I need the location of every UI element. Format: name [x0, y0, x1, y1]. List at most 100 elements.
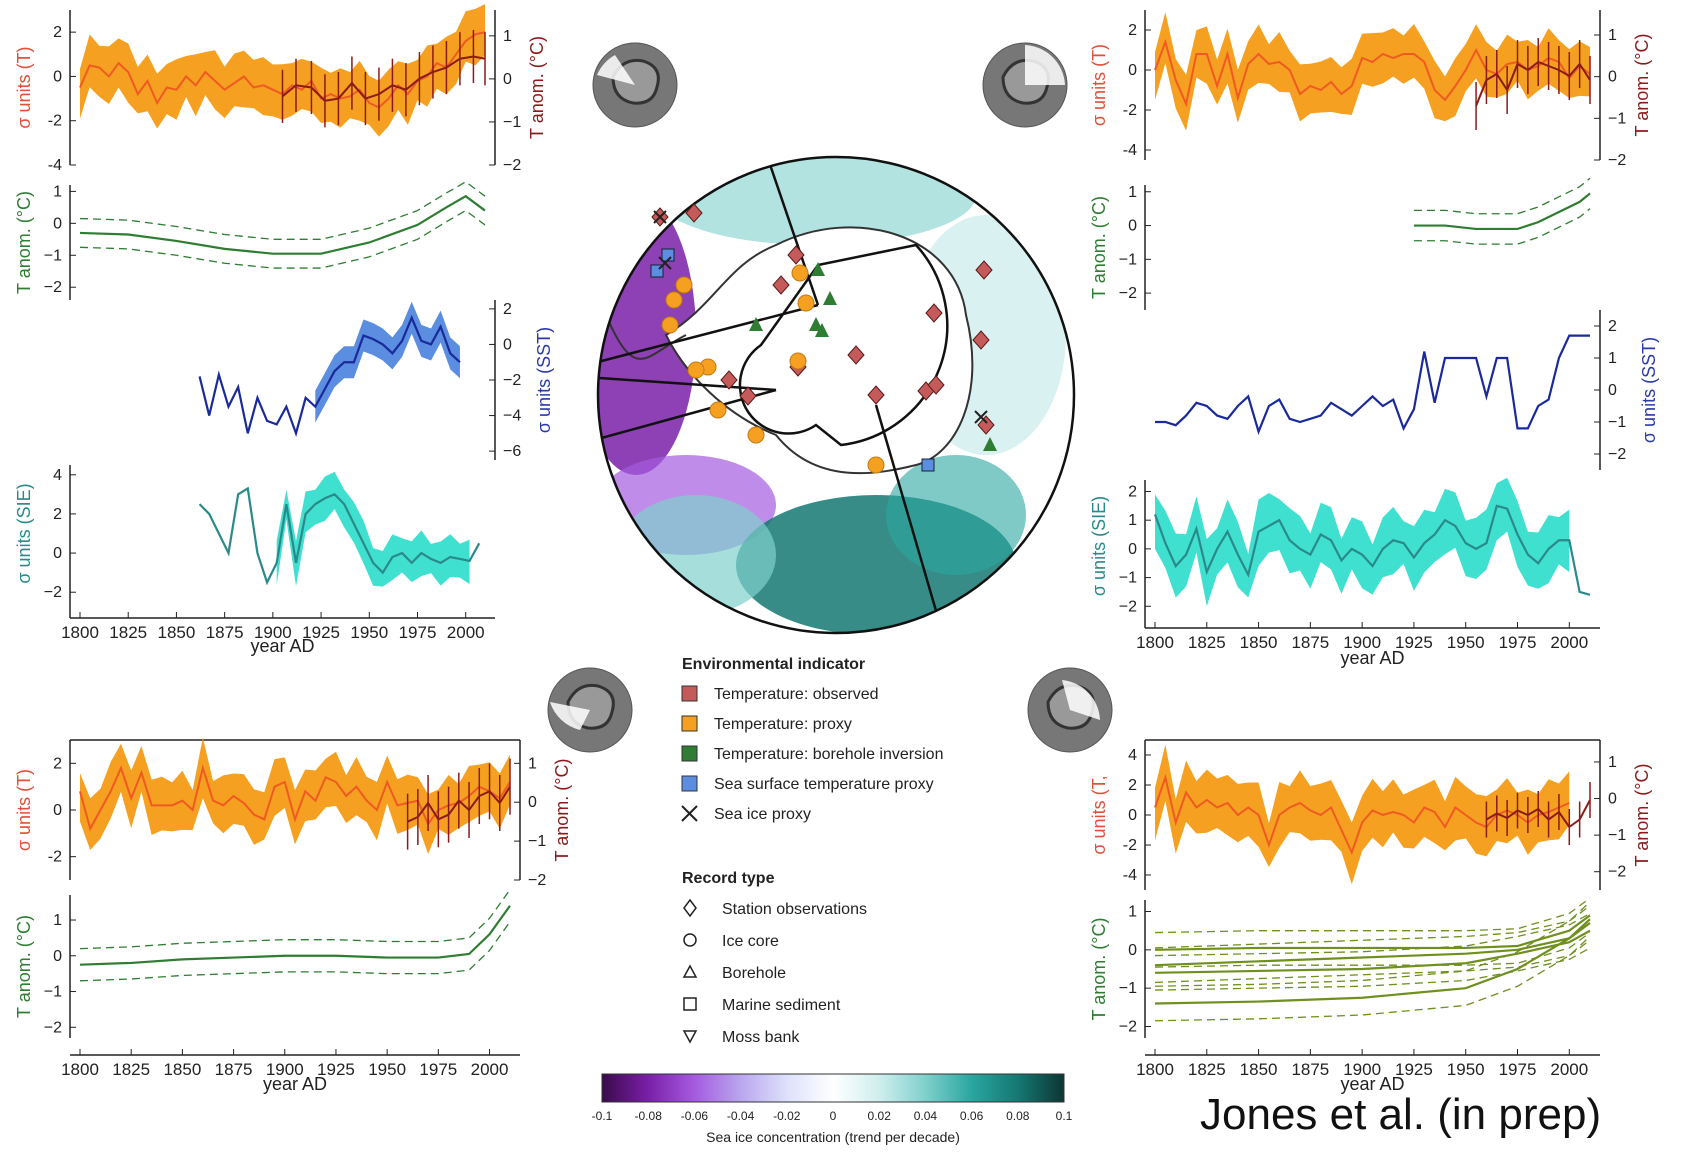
y-tick-label: −1: [1119, 570, 1137, 587]
y-tick-label: 0: [53, 215, 62, 232]
y-tick-label-right: 2: [503, 301, 512, 318]
site-temperature-observed: [772, 275, 790, 295]
x-tick-label: 2000: [447, 623, 485, 642]
x-tick-label: 1925: [317, 1060, 355, 1079]
subplot-temperature: 2 0 -2 -4 1 0 −1 −2 σ units (T) T anom. (°C): [14, 4, 547, 174]
sst-line: [198, 314, 461, 437]
subplot-temperature: 2 0 -2 1 0 −1 −2 σ units (T) T anom. (°C): [14, 737, 572, 889]
panels-layer: 1800 1825 1850 1875 1900 1925 1950 1975 2000year…: [14, 4, 1659, 1094]
colorbar-tick-label: 0: [830, 1109, 837, 1123]
subplot-borehole: 1 0 −1 −2 T anom. (°C): [14, 889, 511, 1038]
locator-globe: [547, 667, 633, 753]
y-tick-label: 1: [53, 912, 62, 929]
subplot-borehole: 1 0 −1 −2 T anom. (°C): [14, 181, 486, 300]
y-tick-label-right: 0: [1608, 791, 1617, 808]
y-tick-label-right: −2: [503, 372, 521, 389]
site-sea-ice-proxy: [974, 410, 988, 424]
borehole-line: [1154, 918, 1591, 1005]
colorbar-tick-label: 0.08: [1006, 1109, 1030, 1123]
legend-record-label: Marine sediment: [722, 997, 841, 1014]
x-tick-label: 1950: [350, 623, 388, 642]
x-tick-label: 1800: [61, 1060, 99, 1079]
borehole-lower-bound: [1154, 932, 1591, 968]
colorbar-tick-label: -0.1: [592, 1109, 613, 1123]
x-axis-label: year AD: [1340, 1074, 1404, 1094]
borehole-upper-bound: [79, 181, 486, 240]
x-tick-label: 1975: [419, 1060, 457, 1079]
y-tick-label: 2: [1128, 777, 1137, 794]
y-tick-label: -4: [48, 157, 62, 174]
y-tick-label: 2: [1128, 22, 1137, 39]
borehole-upper-bound: [79, 889, 511, 950]
borehole-line: [79, 905, 511, 966]
y-axis-label-right: σ units (SST): [534, 327, 554, 433]
site-temperature-proxy: [797, 294, 815, 312]
y-tick-label-right: 0: [1608, 69, 1617, 86]
site-temperature-observed: [847, 345, 865, 365]
globe-sector-highlight: [550, 702, 590, 730]
locator-globe: [1027, 667, 1113, 753]
legend-record-label: Moss bank: [722, 1029, 800, 1046]
y-tick-label: 1: [1128, 512, 1137, 529]
y-tick-label-right: 1: [1608, 754, 1617, 771]
y-tick-label-right: −2: [1608, 152, 1626, 169]
legend-env-label: Temperature: borehole inversion: [714, 746, 943, 763]
legend-circle-symbol: [683, 933, 697, 947]
antarctic-map: [596, 155, 1076, 635]
site-borehole: [823, 291, 837, 305]
y-tick-label-right: −2: [503, 157, 521, 174]
site-borehole: [809, 317, 823, 331]
y-tick-label: 0: [53, 802, 62, 819]
borehole-line: [79, 194, 486, 255]
legend-env-label: Temperature: observed: [714, 686, 879, 703]
proxy-band: [1155, 744, 1570, 885]
x-tick-label: 1900: [1343, 1060, 1381, 1079]
y-tick-label-right: 0: [503, 71, 512, 88]
observed-line: [281, 55, 486, 102]
site-temperature-observed: [685, 203, 703, 223]
legend-diamond-symbol: [683, 898, 697, 918]
y-axis-label-left: σ units (T): [14, 769, 34, 851]
y-tick-label-right: 0: [503, 336, 512, 353]
x-tick-label: 1950: [368, 1060, 406, 1079]
locator-globe: [592, 42, 678, 128]
x-tick-label: 1850: [1240, 633, 1278, 652]
y-tick-label: 1: [1128, 904, 1137, 921]
legend-triangle-down-symbol: [682, 1030, 698, 1044]
borehole-upper-bound: [1413, 177, 1591, 215]
site-temperature-proxy: [675, 276, 693, 294]
y-tick-label-right: −1: [1608, 414, 1626, 431]
y-tick-label: −2: [44, 1019, 62, 1036]
site-temperature-proxy: [789, 352, 807, 370]
site-temperature-observed: [975, 260, 993, 280]
region-boundary: [598, 303, 819, 367]
site-temperature-observed: [925, 303, 943, 323]
y-tick-label: 0: [53, 948, 62, 965]
site-borehole: [749, 317, 763, 331]
x-tick-label: 1825: [1188, 1060, 1226, 1079]
y-axis-label-right: T anom. (°C): [1632, 764, 1652, 867]
y-tick-label: −2: [1119, 1019, 1137, 1036]
y-tick-label: 2: [1128, 483, 1137, 500]
y-axis-label-right: T anom. (°C): [1632, 34, 1652, 137]
y-axis-label-left: σ units (T,: [1089, 775, 1109, 854]
subplot-borehole: 1 0 −1 −2 T anom. (°C): [1089, 177, 1591, 310]
sea-ice-trend-patch: [886, 455, 1026, 575]
y-tick-label-right: −1: [1608, 827, 1626, 844]
legend: Environmental indicator Temperature: obse…: [681, 656, 943, 1046]
y-axis-label-left: σ units (SIE): [14, 483, 34, 583]
chart-panel-bottom-left: 1800 1825 1850 1875 1900 1925 1950 1975 2000year…: [14, 737, 572, 1094]
legend-record-label: Ice core: [722, 933, 779, 950]
y-tick-label: 0: [53, 545, 62, 562]
x-tick-label: 1950: [1447, 633, 1485, 652]
y-tick-label: -2: [48, 849, 62, 866]
x-tick-label: 1825: [109, 623, 147, 642]
y-axis-label-right: T anom. (°C): [527, 36, 547, 139]
y-axis-label-right: T anom. (°C): [552, 759, 572, 862]
y-tick-label-right: 2: [1608, 318, 1617, 335]
proxy-band: [80, 737, 510, 855]
x-tick-label: 1925: [1395, 633, 1433, 652]
map-outline: [596, 155, 1076, 635]
subplot-sie: 4 2 0 −2 σ units (SIE): [14, 465, 481, 618]
y-tick-label: -2: [1123, 102, 1137, 119]
